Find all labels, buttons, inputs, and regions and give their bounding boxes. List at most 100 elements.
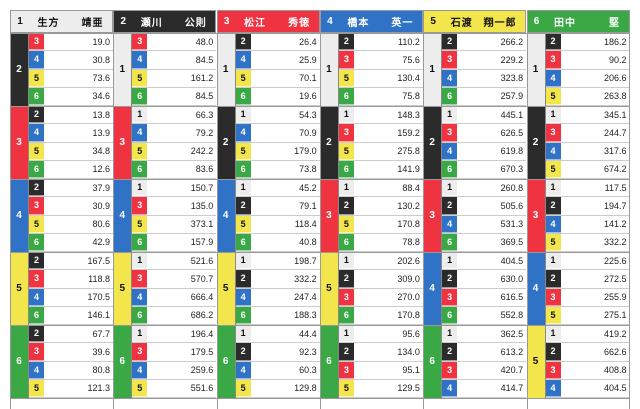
odds-row[interactable]: 3 95.1 (338, 361, 423, 380)
odds-row[interactable]: 2 37.9 (29, 179, 113, 198)
odds-row[interactable]: 3 270.0 (338, 288, 423, 307)
odds-row[interactable]: 1 345.1 (545, 106, 630, 125)
odds-row[interactable]: 1 95.6 (338, 325, 423, 344)
odds-row[interactable]: 5 129.8 (235, 379, 320, 398)
odds-row[interactable]: 6 34.6 (29, 87, 113, 106)
odds-row[interactable]: 3 159.2 (338, 124, 423, 143)
odds-row[interactable]: 4 60.3 (235, 361, 320, 380)
odds-row[interactable]: 6 40.8 (235, 233, 320, 252)
odds-row[interactable]: 4 206.6 (545, 69, 630, 88)
odds-row[interactable]: 5 275.1 (545, 306, 630, 325)
odds-row[interactable]: 2 662.6 (545, 343, 630, 362)
odds-row[interactable]: 3 244.7 (545, 124, 630, 143)
odds-row[interactable]: 4 259.6 (132, 361, 217, 380)
odds-row[interactable]: 2 194.7 (545, 197, 630, 216)
odds-row[interactable]: 5 263.8 (545, 87, 630, 106)
odds-row[interactable]: 6 188.3 (235, 306, 320, 325)
odds-row[interactable]: 2 92.3 (235, 343, 320, 362)
odds-row[interactable]: 4 84.5 (132, 51, 217, 70)
odds-row[interactable]: 4 404.5 (545, 379, 630, 398)
odds-row[interactable]: 4 79.2 (132, 124, 217, 143)
odds-row[interactable]: 5 34.8 (29, 142, 113, 161)
odds-row[interactable]: 1 54.3 (235, 106, 320, 125)
odds-row[interactable]: 1 419.2 (545, 325, 630, 344)
odds-row[interactable]: 5 73.6 (29, 69, 113, 88)
odds-row[interactable]: 6 157.9 (132, 233, 217, 252)
odds-row[interactable]: 1 202.6 (338, 252, 423, 271)
odds-row[interactable]: 6 12.6 (29, 160, 113, 179)
odds-row[interactable]: 6 19.6 (235, 87, 320, 106)
odds-row[interactable]: 3 30.9 (29, 197, 113, 216)
odds-row[interactable]: 5 129.5 (338, 379, 423, 398)
odds-row[interactable]: 2 134.0 (338, 343, 423, 362)
odds-row[interactable]: 3 570.7 (132, 270, 217, 289)
odds-row[interactable]: 6 83.6 (132, 160, 217, 179)
odds-row[interactable]: 1 150.7 (132, 179, 217, 198)
odds-row[interactable]: 6 369.5 (442, 233, 527, 252)
odds-row[interactable]: 5 332.2 (545, 233, 630, 252)
odds-row[interactable]: 4 141.2 (545, 215, 630, 234)
odds-row[interactable]: 5 551.6 (132, 379, 217, 398)
odds-row[interactable]: 6 73.8 (235, 160, 320, 179)
odds-row[interactable]: 1 260.8 (442, 179, 527, 198)
odds-row[interactable]: 3 75.6 (338, 51, 423, 70)
odds-row[interactable]: 4 80.8 (29, 361, 113, 380)
odds-row[interactable]: 1 45.2 (235, 179, 320, 198)
odds-row[interactable]: 4 531.3 (442, 215, 527, 234)
odds-row[interactable]: 3 420.7 (442, 361, 527, 380)
odds-row[interactable]: 4 619.8 (442, 142, 527, 161)
odds-row[interactable]: 4 666.4 (132, 288, 217, 307)
odds-row[interactable]: 2 167.5 (29, 252, 113, 271)
odds-row[interactable]: 4 317.6 (545, 142, 630, 161)
odds-row[interactable]: 5 121.3 (29, 379, 113, 398)
odds-row[interactable]: 2 613.2 (442, 343, 527, 362)
odds-row[interactable]: 5 118.4 (235, 215, 320, 234)
odds-row[interactable]: 6 84.5 (132, 87, 217, 106)
odds-row[interactable]: 3 39.6 (29, 343, 113, 362)
odds-row[interactable]: 5 674.2 (545, 160, 630, 179)
odds-row[interactable]: 1 117.5 (545, 179, 630, 198)
odds-row[interactable]: 4 13.9 (29, 124, 113, 143)
odds-row[interactable]: 2 630.0 (442, 270, 527, 289)
odds-row[interactable]: 4 247.4 (235, 288, 320, 307)
odds-row[interactable]: 3 229.2 (442, 51, 527, 70)
odds-row[interactable]: 5 70.1 (235, 69, 320, 88)
odds-row[interactable]: 6 78.8 (338, 233, 423, 252)
odds-row[interactable]: 6 257.9 (442, 87, 527, 106)
odds-row[interactable]: 4 70.9 (235, 124, 320, 143)
odds-row[interactable]: 1 362.5 (442, 325, 527, 344)
odds-row[interactable]: 6 42.9 (29, 233, 113, 252)
odds-row[interactable]: 2 309.0 (338, 270, 423, 289)
odds-row[interactable]: 2 272.5 (545, 270, 630, 289)
odds-row[interactable]: 2 79.1 (235, 197, 320, 216)
odds-row[interactable]: 3 626.5 (442, 124, 527, 143)
odds-row[interactable]: 5 130.4 (338, 69, 423, 88)
odds-row[interactable]: 6 552.8 (442, 306, 527, 325)
odds-row[interactable]: 1 196.4 (132, 325, 217, 344)
odds-row[interactable]: 2 505.6 (442, 197, 527, 216)
odds-row[interactable]: 5 170.8 (338, 215, 423, 234)
odds-row[interactable]: 4 414.7 (442, 379, 527, 398)
odds-row[interactable]: 2 266.2 (442, 33, 527, 52)
odds-row[interactable]: 2 186.2 (545, 33, 630, 52)
odds-row[interactable]: 6 670.3 (442, 160, 527, 179)
odds-row[interactable]: 3 90.2 (545, 51, 630, 70)
odds-row[interactable]: 1 198.7 (235, 252, 320, 271)
odds-row[interactable]: 1 44.4 (235, 325, 320, 344)
odds-row[interactable]: 2 130.2 (338, 197, 423, 216)
odds-row[interactable]: 4 323.8 (442, 69, 527, 88)
odds-row[interactable]: 3 19.0 (29, 33, 113, 52)
odds-row[interactable]: 6 146.1 (29, 306, 113, 325)
odds-row[interactable]: 3 135.0 (132, 197, 217, 216)
odds-row[interactable]: 2 26.4 (235, 33, 320, 52)
odds-row[interactable]: 1 148.3 (338, 106, 423, 125)
odds-row[interactable]: 4 30.8 (29, 51, 113, 70)
odds-row[interactable]: 5 242.2 (132, 142, 217, 161)
odds-row[interactable]: 1 404.5 (442, 252, 527, 271)
odds-row[interactable]: 1 445.1 (442, 106, 527, 125)
odds-row[interactable]: 4 170.5 (29, 288, 113, 307)
odds-row[interactable]: 3 48.0 (132, 33, 217, 52)
odds-row[interactable]: 6 170.8 (338, 306, 423, 325)
odds-row[interactable]: 6 141.9 (338, 160, 423, 179)
odds-row[interactable]: 5 275.8 (338, 142, 423, 161)
